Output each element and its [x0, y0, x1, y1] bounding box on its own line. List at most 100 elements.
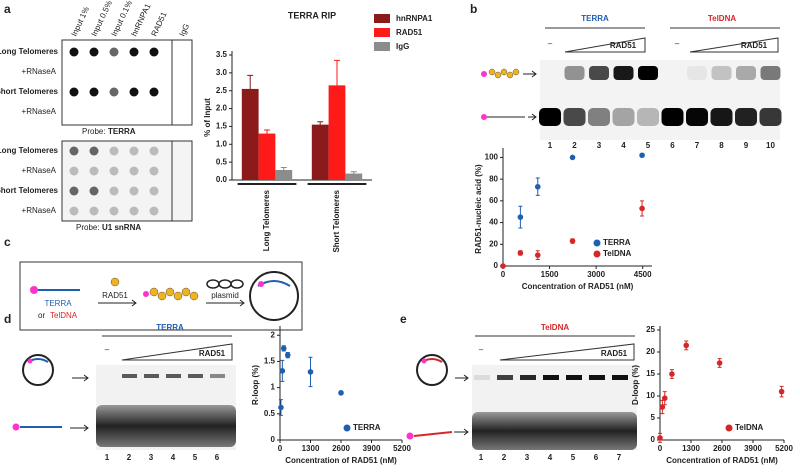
row-label: Long Telomeres	[0, 47, 59, 56]
dot	[109, 206, 119, 216]
y-axis-label: D-loop (%)	[631, 365, 640, 405]
x-tick-label: 5200	[775, 444, 793, 453]
legend-swatch	[725, 424, 733, 432]
panel-letter: a	[4, 2, 11, 16]
legend-swatch	[374, 42, 390, 51]
dot	[109, 166, 119, 176]
band	[520, 375, 536, 380]
point	[569, 154, 576, 161]
panel-letter: e	[400, 312, 407, 326]
x-tick-label: 3000	[587, 270, 605, 279]
rad51-icon	[110, 277, 120, 287]
x-tick-label: 5200	[393, 444, 411, 453]
dot	[89, 87, 99, 97]
x-axis-label: Concentration of RAD51 (nM)	[285, 456, 397, 465]
star	[421, 358, 427, 364]
lane-number: 5	[571, 453, 576, 462]
point	[639, 205, 645, 212]
legend-swatch	[374, 28, 390, 37]
plasmid-icons	[206, 279, 244, 289]
y-tick-label: 25	[646, 325, 655, 334]
lane-number: 2	[127, 453, 132, 462]
lane-number: 6	[215, 453, 220, 462]
y-tick-label: 3.0	[216, 68, 228, 77]
filament-icon	[149, 287, 199, 301]
y-tick-label: 20	[489, 239, 498, 248]
band	[497, 375, 513, 380]
band	[589, 66, 609, 80]
star	[30, 286, 38, 294]
plasmid	[22, 354, 54, 386]
star	[12, 423, 20, 431]
x-tick-label: 1300	[302, 444, 320, 453]
error-bar	[247, 74, 254, 103]
error-bar	[334, 59, 340, 111]
dot	[69, 47, 79, 57]
label: TERRA	[44, 299, 72, 308]
label: TelDNA	[50, 311, 78, 320]
lane-number: 2	[502, 453, 507, 462]
gel-title: TelDNA	[708, 14, 737, 23]
wedge-label: RAD51	[601, 349, 628, 358]
point	[280, 345, 287, 352]
dot	[89, 146, 99, 156]
panel-letter: c	[4, 235, 11, 249]
wedge	[689, 37, 779, 53]
band	[735, 108, 757, 126]
band	[588, 108, 610, 126]
band	[144, 374, 159, 378]
dot	[89, 206, 99, 216]
point	[716, 360, 723, 366]
free-probe	[472, 412, 637, 450]
plasmid	[416, 354, 448, 386]
point	[778, 388, 785, 395]
legend-label: TelDNA	[735, 423, 764, 432]
lane-number: 4	[621, 141, 626, 150]
arrows	[523, 70, 537, 121]
y-tick-label: 10	[646, 391, 655, 400]
gel-title: TERRA	[581, 14, 609, 23]
arrow	[98, 299, 137, 307]
y-tick-label: 1.5	[264, 357, 276, 366]
dot	[69, 87, 79, 97]
x-tick-label: 2600	[332, 444, 350, 453]
dot	[129, 47, 139, 57]
band	[760, 66, 781, 80]
dot	[69, 166, 79, 176]
y-tick-label: 1.5	[216, 122, 228, 131]
point	[569, 238, 576, 244]
band	[188, 374, 203, 378]
filament-icon	[488, 68, 520, 79]
y-tick-label: 2.0	[216, 104, 228, 113]
band	[710, 108, 733, 126]
dot	[69, 186, 79, 196]
minus: –	[105, 345, 110, 354]
band	[736, 66, 756, 80]
y-tick-label: 2.5	[216, 86, 228, 95]
panel-letter: b	[470, 2, 477, 16]
lane-number: 5	[646, 141, 651, 150]
probe-name: TERRA	[108, 127, 136, 136]
point	[338, 390, 344, 396]
star	[27, 358, 33, 364]
bar	[241, 88, 259, 180]
y-tick-label: 80	[489, 174, 498, 183]
legend-label: TelDNA	[603, 249, 632, 258]
lane-number: 7	[617, 453, 622, 462]
y-tick-label: 0.5	[216, 157, 228, 166]
band	[638, 66, 658, 80]
x-tick-label: 0	[501, 270, 506, 279]
label: plasmid	[211, 291, 239, 300]
bar	[258, 133, 276, 180]
y-tick-label: 0	[271, 435, 276, 444]
probe-label: Probe:	[82, 127, 106, 136]
band	[564, 66, 585, 80]
dot	[149, 186, 159, 196]
dot	[129, 146, 139, 156]
y-axis-label: % of Input	[203, 98, 212, 137]
schematic-c: TERRA or TelDNA RAD51 plasmid	[19, 261, 303, 331]
bar	[311, 124, 329, 180]
point	[278, 404, 284, 411]
band	[589, 375, 605, 380]
dot	[129, 166, 139, 176]
